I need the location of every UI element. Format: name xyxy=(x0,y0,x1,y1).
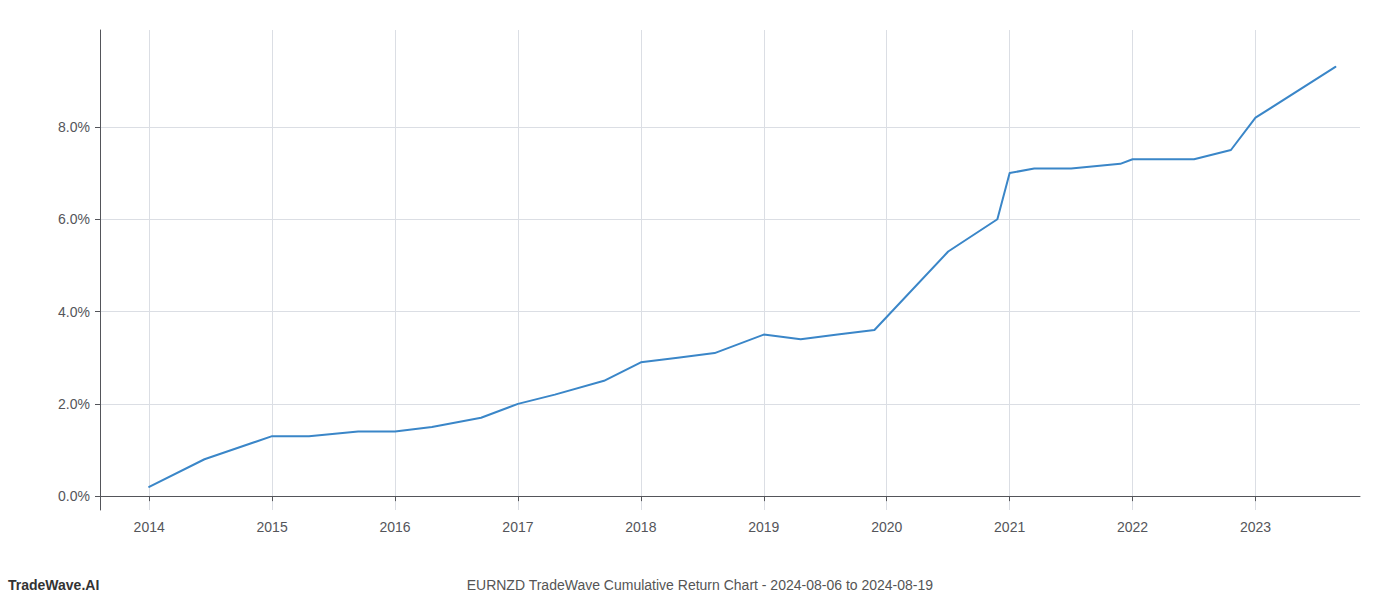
svg-text:2017: 2017 xyxy=(502,519,533,535)
svg-text:6.0%: 6.0% xyxy=(58,211,90,227)
svg-text:4.0%: 4.0% xyxy=(58,304,90,320)
svg-text:2022: 2022 xyxy=(1117,519,1148,535)
svg-text:2023: 2023 xyxy=(1240,519,1271,535)
svg-text:2014: 2014 xyxy=(134,519,165,535)
svg-text:2018: 2018 xyxy=(625,519,656,535)
svg-text:0.0%: 0.0% xyxy=(58,488,90,504)
svg-text:2015: 2015 xyxy=(257,519,288,535)
svg-text:2016: 2016 xyxy=(379,519,410,535)
svg-text:TradeWave.AI: TradeWave.AI xyxy=(8,577,99,593)
svg-text:2019: 2019 xyxy=(748,519,779,535)
svg-text:2.0%: 2.0% xyxy=(58,396,90,412)
svg-text:8.0%: 8.0% xyxy=(58,119,90,135)
svg-text:2021: 2021 xyxy=(994,519,1025,535)
svg-text:EURNZD TradeWave Cumulative Re: EURNZD TradeWave Cumulative Return Chart… xyxy=(467,577,934,593)
svg-text:2020: 2020 xyxy=(871,519,902,535)
